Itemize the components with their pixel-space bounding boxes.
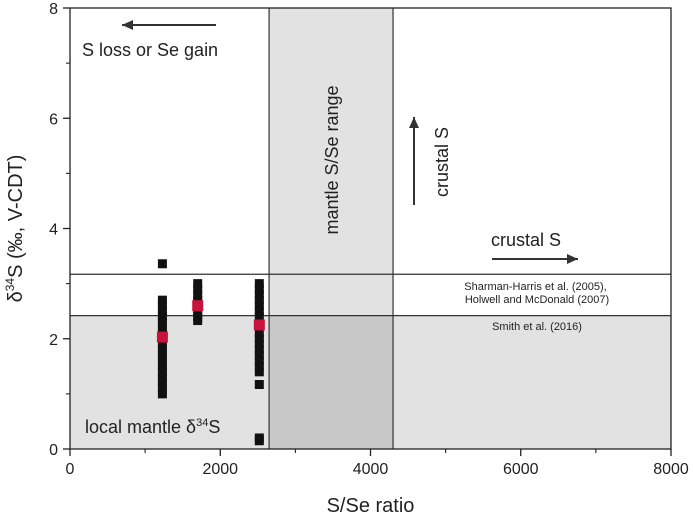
reference-label-sharman-holwell: Sharman-Harris et al. (2005), Holwell an… xyxy=(464,281,610,306)
data-point-s0-40 xyxy=(254,380,264,390)
data-point-s0-36 xyxy=(254,350,264,360)
data-point-s0-42 xyxy=(254,436,264,446)
reference-label-line-1: Sharman-Harris et al. (2005), xyxy=(464,281,606,293)
x-tick-label-2000: 2000 xyxy=(202,461,238,478)
data-point-s0-29 xyxy=(254,301,264,311)
arrow-s-loss xyxy=(122,20,216,30)
local-mantle-label-sup: 34 xyxy=(196,417,208,429)
x-tick-label-6000: 6000 xyxy=(503,461,539,478)
data-point-s0-25 xyxy=(254,279,264,289)
data-point-s0-10 xyxy=(157,350,167,360)
y-tick-label-6: 6 xyxy=(49,111,58,128)
data-point-s0-33 xyxy=(254,334,264,344)
local-mantle-label-pre: local mantle δ xyxy=(85,417,196,437)
data-point-s0-3 xyxy=(157,306,167,316)
crustal-up-annotation: crustal S xyxy=(432,127,452,197)
y-axis-title-post: S (‰, V-CDT) xyxy=(5,155,27,278)
data-point-s0-28 xyxy=(254,295,264,305)
mantle-range-label: mantle S/Se range xyxy=(322,85,342,234)
crustal-right-annotation: crustal S xyxy=(491,230,561,250)
y-tick-label-4: 4 xyxy=(49,222,58,239)
arrow-crustal-right-head xyxy=(567,254,578,264)
reference-label-smith: Smith et al. (2016) xyxy=(492,321,582,333)
data-point-s0-16 xyxy=(157,383,167,393)
data-point-s0-30 xyxy=(254,306,264,316)
data-point-s0-20 xyxy=(193,290,203,300)
data-point-s0-15 xyxy=(157,378,167,388)
arrow-crustal-right xyxy=(492,254,578,264)
data-point-s0-38 xyxy=(254,361,264,371)
data-point-s0-31 xyxy=(254,312,264,322)
y-tick-label-0: 0 xyxy=(49,442,58,459)
data-point-s0-14 xyxy=(157,372,167,382)
data-point-s0-17 xyxy=(157,389,167,399)
data-point-s0-6 xyxy=(157,323,167,333)
x-tick-label-8000: 8000 xyxy=(653,461,689,478)
x-tick-label-0: 0 xyxy=(66,461,75,478)
data-point-s0-19 xyxy=(193,284,203,294)
data-point-s0-0 xyxy=(157,259,167,269)
data-point-s0-9 xyxy=(157,345,167,355)
band-overlap xyxy=(269,315,394,449)
s-loss-annotation: S loss or Se gain xyxy=(82,40,218,60)
data-point-s0-4 xyxy=(157,312,167,322)
y-axis-title: δ34S (‰, V-CDT) xyxy=(3,155,27,303)
arrow-crustal-up-head xyxy=(409,117,419,128)
y-tick-label-8: 8 xyxy=(49,1,58,18)
x-tick-label-4000: 4000 xyxy=(353,461,389,478)
data-point-s1-1 xyxy=(192,300,204,312)
data-point-s0-1 xyxy=(157,295,167,305)
reference-label-line-2: Holwell and McDonald (2007) xyxy=(465,294,609,306)
data-point-s1-2 xyxy=(253,319,265,331)
data-point-s0-13 xyxy=(157,367,167,377)
data-point-s0-24 xyxy=(193,316,203,326)
data-point-s1-0 xyxy=(156,331,168,343)
y-axis-title-pre: δ xyxy=(5,291,27,302)
data-point-s0-34 xyxy=(254,339,264,349)
y-axis-title-sup: 34 xyxy=(3,278,17,292)
data-point-s0-11 xyxy=(157,356,167,366)
arrow-s-loss-head xyxy=(122,20,133,30)
data-point-s0-35 xyxy=(254,345,264,355)
data-point-s0-22 xyxy=(193,306,203,316)
y-tick-label-2: 2 xyxy=(49,332,58,349)
data-point-s0-27 xyxy=(254,290,264,300)
x-axis-title: S/Se ratio xyxy=(327,495,415,516)
arrow-crustal-up xyxy=(409,117,419,205)
data-point-s0-5 xyxy=(157,317,167,327)
data-point-s0-26 xyxy=(254,284,264,294)
data-point-s0-12 xyxy=(157,361,167,371)
reference-label-smith-line: Smith et al. (2016) xyxy=(492,321,582,333)
local-mantle-label: local mantle δ34S xyxy=(85,417,220,437)
local-mantle-label-post: S xyxy=(208,417,220,437)
data-point-s0-21 xyxy=(193,295,203,305)
data-point-s0-32 xyxy=(254,328,264,338)
data-point-s0-39 xyxy=(254,367,264,377)
data-point-s0-8 xyxy=(157,339,167,349)
data-point-s0-18 xyxy=(193,279,203,289)
data-point-s0-37 xyxy=(254,356,264,366)
data-point-s0-2 xyxy=(157,301,167,311)
